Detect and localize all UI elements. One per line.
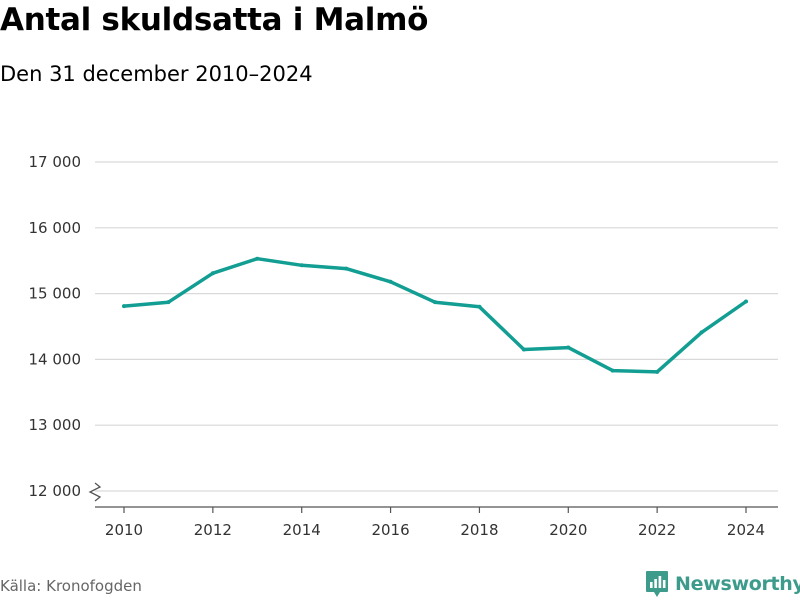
y-tick-label: 17 000 bbox=[29, 153, 82, 171]
brand-name: Newsworthy bbox=[675, 573, 800, 595]
y-tick-labels: 12 000 13 000 14 000 15 000 16 000 17 000 bbox=[29, 153, 82, 500]
bar-chart-badge-icon bbox=[646, 571, 668, 597]
chart-subtitle: Den 31 december 2010–2024 bbox=[0, 62, 313, 86]
data-point bbox=[610, 368, 615, 373]
data-point bbox=[655, 369, 660, 374]
y-tick-label: 15 000 bbox=[29, 285, 82, 303]
x-tick-label: 2016 bbox=[371, 521, 409, 539]
y-tick-label: 13 000 bbox=[29, 416, 82, 434]
series-line bbox=[122, 256, 748, 374]
y-tick-label: 12 000 bbox=[29, 482, 82, 500]
x-tick-label: 2020 bbox=[549, 521, 587, 539]
data-point bbox=[299, 263, 304, 268]
gridlines bbox=[95, 161, 778, 492]
data-point bbox=[566, 345, 571, 350]
data-point bbox=[433, 300, 437, 305]
data-point bbox=[166, 300, 171, 305]
data-point bbox=[521, 347, 526, 352]
chart-title: Antal skuldsatta i Malmö bbox=[0, 2, 429, 38]
y-tick-label: 14 000 bbox=[29, 350, 82, 368]
data-point bbox=[477, 304, 482, 309]
data-point bbox=[210, 271, 215, 276]
brand-logo: Newsworthy bbox=[645, 570, 800, 598]
data-point bbox=[344, 266, 349, 271]
y-tick-label: 16 000 bbox=[29, 219, 82, 237]
source-note: Källa: Kronofogden bbox=[0, 577, 142, 595]
x-tick-labels: 2010 2012 2014 2016 2018 2020 2022 2024 bbox=[105, 521, 765, 539]
axes bbox=[88, 482, 778, 513]
x-tick-label: 2012 bbox=[194, 521, 232, 539]
series-layer bbox=[122, 256, 748, 374]
x-tick-label: 2022 bbox=[638, 521, 676, 539]
x-tick-label: 2018 bbox=[460, 521, 498, 539]
data-point bbox=[255, 256, 260, 261]
x-tick-label: 2024 bbox=[727, 521, 765, 539]
data-point bbox=[699, 330, 704, 335]
data-point bbox=[388, 279, 393, 284]
data-point bbox=[122, 304, 126, 309]
data-point bbox=[744, 299, 748, 304]
x-tick-label: 2014 bbox=[283, 521, 321, 539]
axis-break-icon bbox=[88, 482, 102, 502]
x-tick-label: 2010 bbox=[105, 521, 143, 539]
line-chart: 12 000 13 000 14 000 15 000 16 000 17 000 201… bbox=[29, 153, 778, 539]
